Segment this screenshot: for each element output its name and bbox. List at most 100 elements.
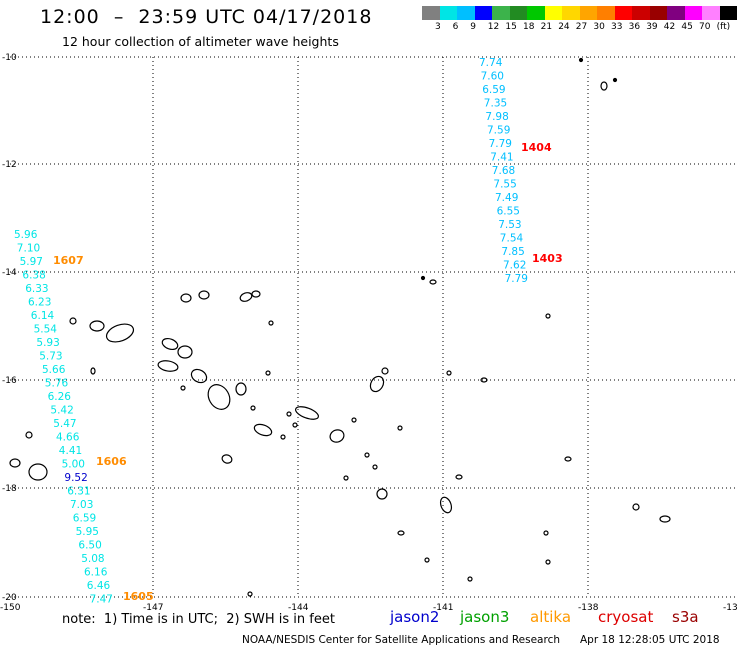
island-outline [239,292,253,302]
map-grid [10,56,735,598]
wave-height-value: 5.47 [53,418,76,430]
wave-height-value: 7.54 [500,233,524,245]
longitude-label: -150 [0,603,21,613]
wave-height-value: 5.08 [81,553,104,565]
island-outline [600,81,608,91]
wave-height-value: 9.52 [64,472,87,484]
wave-height-value: 4.66 [56,432,80,444]
track-time-label: 1607 [53,254,84,267]
wave-height-value: 7.79 [505,273,528,285]
wave-height-value: 7.03 [70,499,93,511]
scale-swatch [632,6,650,20]
scale-label: 45 [681,22,693,32]
island-outline [235,382,247,396]
wave-height-value: 5.54 [34,324,58,336]
island-outline [397,530,405,536]
color-scale-bar [422,6,737,20]
island-outline [251,290,261,298]
wave-height-value: 7.60 [481,71,504,83]
wave-height-value: 5.97 [20,256,43,268]
scale-label: 12 [487,22,500,32]
track-time-label: 1605 [123,590,154,603]
wave-height-value: 6.59 [482,84,505,96]
map-title: 12:00 – 23:59 UTC 04/17/2018 [40,6,373,28]
island-outline [180,293,192,303]
wave-height-value: 7.47 [90,594,113,606]
wave-height-value: 6.55 [497,206,520,218]
wave-height-value: 7.59 [487,125,510,137]
legend-altika: altika [530,608,572,626]
island-outline [439,496,453,514]
island-outline [369,375,385,393]
island-outline [9,458,21,468]
longitude-label: -144 [288,603,309,613]
wave-height-value: 5.73 [39,351,62,363]
island-outline [190,368,208,384]
scale-swatch [614,6,632,20]
island-outline [424,557,430,563]
wave-height-value: 6.59 [73,513,96,525]
scale-swatch [457,6,475,20]
track-time-label: 1606 [96,455,127,468]
island-outline [157,360,179,372]
wave-height-value: 7.41 [490,152,513,164]
longitude-label: -13 [723,603,738,613]
wave-height-value: 7.35 [484,98,507,110]
legend-s3a: s3a [672,608,699,626]
island-outlines [9,57,671,597]
wave-height-value: 6.16 [84,567,108,579]
wave-height-value: 6.23 [28,297,51,309]
scale-label: 30 [593,22,605,32]
wave-height-value: 6.50 [78,540,101,552]
wave-height-value: 5.00 [62,459,85,471]
color-scale-labels: 3 6 9 12 15 18 21 24 27 30 33 36 39 42 45 70 (ft) [422,22,740,34]
wave-height-value: 7.85 [501,246,524,258]
island-outline [253,423,273,437]
wave-height-value: 7.74 [479,57,503,69]
altimeter-tracks: 7.747.606.597.357.987.597.797.417.687.55… [14,57,563,606]
latitude-label: -20 [2,593,17,603]
scale-swatch [562,6,580,20]
island-outline [455,474,463,480]
island-outline [268,320,274,326]
island-dot [612,77,618,83]
island-outline [286,411,292,417]
wave-height-value: 5.66 [42,364,66,376]
island-outline [381,367,389,375]
wave-height-value: 6.46 [87,580,111,592]
track-time-label: 1404 [521,141,552,154]
island-outline [198,290,210,300]
scale-swatch [579,6,597,20]
scale-swatch [422,6,440,20]
scale-label: 21 [540,22,553,32]
island-outline [221,454,233,464]
wave-height-value: 7.53 [498,219,521,231]
scale-swatch [649,6,667,20]
island-outline [545,313,551,319]
map-subtitle: 12 hour collection of altimeter wave hei… [62,34,339,49]
island-outline [265,370,271,376]
island-outline [207,384,231,410]
island-outline [564,456,572,462]
wave-height-value: 7.98 [485,111,508,123]
longitude-label: -147 [143,603,163,613]
footer-note: note: 1) Time is in UTC; 2) SWH is in fe… [62,612,335,627]
axis-labels: -10 -12 -14 -16 -18 -20-150 -147 -144 -141 -138 -1… [0,53,738,613]
island-outline [25,431,33,439]
island-outline [247,591,253,597]
wave-height-value: 6.26 [48,391,72,403]
latitude-label: -14 [2,268,17,278]
island-outline [292,422,298,428]
island-outline [351,417,357,423]
scale-label: 42 [663,22,676,32]
island-outline [28,463,48,481]
island-outline [480,377,488,383]
generated-timestamp: Apr 18 12:28:05 UTC 2018 [580,634,720,646]
latitude-label: -16 [2,376,17,386]
scale-label: 39 [646,22,658,32]
scale-label: 3 [435,22,441,32]
island-outline [446,370,452,376]
wave-height-value: 5.76 [45,378,69,390]
scale-swatch [667,6,685,20]
scale-swatch [719,6,737,20]
